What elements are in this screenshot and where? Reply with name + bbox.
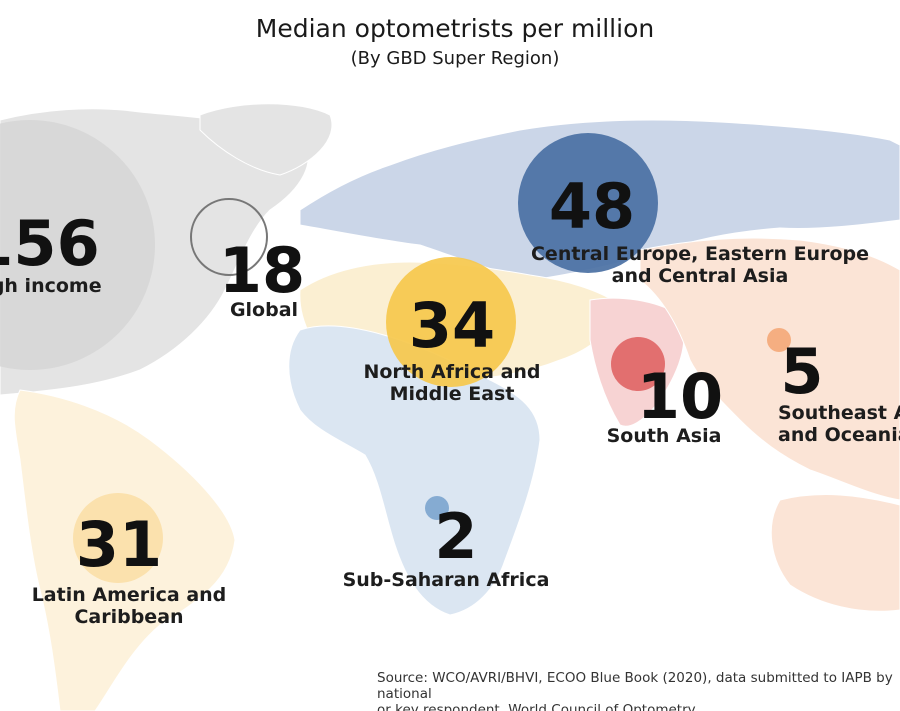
value-north-africa-and-middle-east: 34 (409, 289, 495, 362)
label-sub-saharan-africa-line-1: Sub-Saharan Africa (343, 569, 550, 591)
value-sub-saharan-africa: 2 (434, 500, 477, 573)
value-southeast-asia-east-asia-and-oceania: 5 (780, 335, 823, 408)
bubble-north-africa-and-middle-east (386, 257, 516, 387)
label-latin-america-and-caribbean-line-1: Latin America and (32, 584, 227, 606)
chart-subtitle: (By GBD Super Region) (350, 48, 560, 69)
chart-title: Median optometrists per million (255, 14, 655, 43)
label-central-europe-eastern-europe-and-central-asia-line-1: Central Europe, Eastern Europe (531, 243, 869, 265)
source-line-1: Source: WCO/AVRI/BHVI, ECOO Blue Book (2… (377, 670, 893, 702)
label-north-africa-and-middle-east-line-2: Middle East (390, 383, 515, 405)
bubble-layer (0, 120, 791, 583)
label-north-africa-and-middle-east-line-1: North Africa and (363, 361, 540, 383)
bubble-central-europe-eastern-europe-and-central-asia (518, 133, 658, 273)
source-line-2: or key respondent, World Council of Opto… (377, 702, 696, 711)
map-region-southeast-asia (639, 237, 900, 501)
value-global: 18 (219, 234, 305, 307)
label-south-asia-line-1: South Asia (607, 425, 722, 447)
bubble-southeast-asia-east-asia-and-oceania (767, 328, 791, 352)
label-high-income-line-1: High income (0, 275, 102, 297)
map-region-greenland (199, 103, 333, 176)
bubble-high-income (0, 120, 155, 370)
bubble-latin-america-and-caribbean (73, 493, 163, 583)
value-high-income: 156 (0, 207, 100, 280)
value-latin-america-and-caribbean: 31 (76, 508, 162, 581)
label-global-line-1: Global (230, 299, 298, 321)
value-south-asia: 10 (637, 360, 723, 433)
label-latin-america-and-caribbean-line-2: Caribbean (74, 606, 183, 628)
source-note: Source: WCO/AVRI/BHVI, ECOO Blue Book (2… (377, 670, 900, 711)
label-central-europe-eastern-europe-and-central-asia-line-2: and Central Asia (612, 265, 789, 287)
bubble-global (190, 198, 268, 276)
label-southeast-asia-east-asia-and-oceania-line-1: Southeast Asia, East Asia (778, 402, 900, 424)
map-region-oceania (770, 494, 900, 612)
label-southeast-asia-east-asia-and-oceania-line-2: and Oceania (778, 424, 900, 446)
bubble-sub-saharan-africa (425, 496, 449, 520)
value-central-europe-eastern-europe-and-central-asia: 48 (549, 170, 635, 243)
bubble-south-asia (611, 337, 665, 391)
